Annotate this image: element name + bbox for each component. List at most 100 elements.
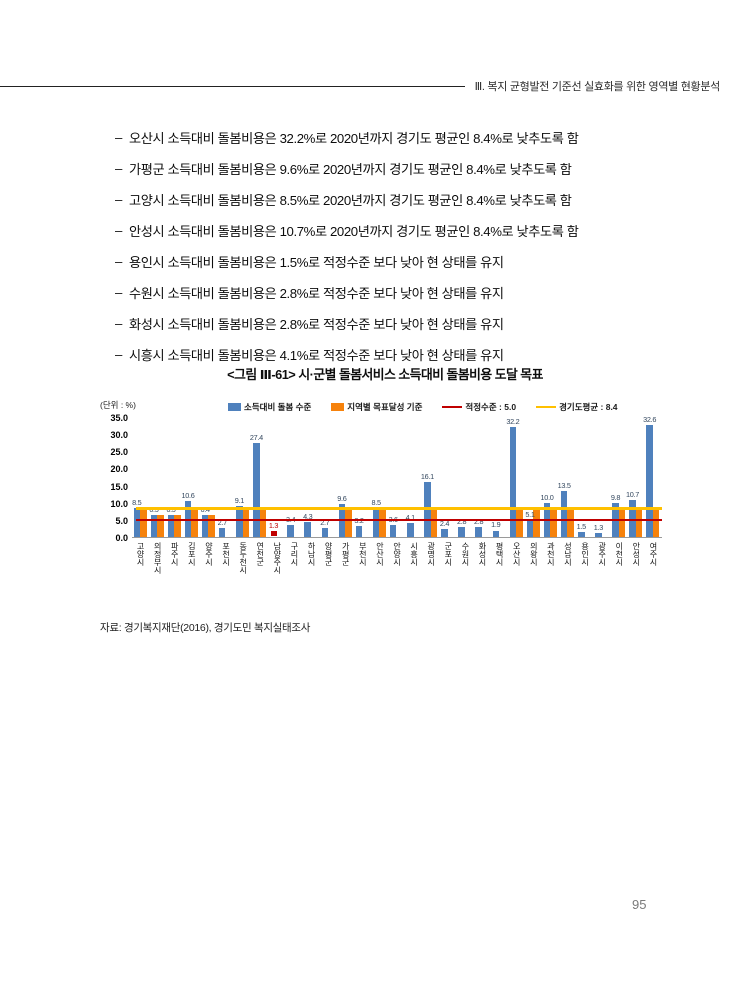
- bullet-item: – 오산시 소득대비 돌봄비용은 32.2%로 2020년까지 경기도 평균인 8…: [115, 122, 663, 153]
- bar-care-level: [526, 519, 534, 537]
- bar-value-label: 4.1: [405, 512, 416, 522]
- chart-unit-label: (단위 : %): [100, 400, 136, 410]
- x-axis-category-label: 오산시: [512, 542, 522, 566]
- y-axis: 0.0 5.0 10.0 15.0 20.0 25.0 30.0 35.0: [100, 413, 132, 543]
- bar-care-level: [253, 443, 260, 537]
- bullet-item: – 화성시 소득대비 돌봄비용은 2.8%로 적정수준 보다 낮아 현 상태를 유…: [115, 308, 663, 339]
- bullet-item: – 수원시 소득대비 돌봄비용은 2.8%로 적정수준 보다 낮아 현 상태를 유…: [115, 277, 663, 308]
- x-axis-category-label: 안산시: [375, 542, 385, 566]
- x-axis-category-label: 평택시: [495, 542, 505, 566]
- bar-value-label: 2.8: [474, 517, 484, 527]
- bar-target: [208, 515, 215, 537]
- x-axis-category-label: 양주시: [204, 542, 214, 566]
- bar-target: [567, 508, 574, 537]
- bullet-item: – 안성시 소득대비 돌봄비용은 10.7%로 2020년까지 경기도 평균인 8…: [115, 215, 663, 246]
- legend-label: 지역별 목표달성 기준: [347, 402, 423, 412]
- y-tick-label: 15.0: [110, 481, 128, 492]
- x-axis-category-label: 동두천시: [238, 542, 248, 574]
- bar-care-level: [578, 531, 585, 537]
- bar-value-label: 9.8: [610, 493, 621, 503]
- bar-care-level: [167, 514, 175, 537]
- reference-line: [136, 507, 662, 510]
- figure-title: <그림 Ⅲ-61> 시·군별 돌봄서비스 소득대비 돌봄비용 도달 목표: [227, 367, 543, 382]
- bullet-item: – 시흥시 소득대비 돌봄비용은 4.1%로 적정수준 보다 낮아 현 상태를 유…: [115, 339, 663, 370]
- bar-target: [618, 508, 626, 537]
- y-tick-label: 25.0: [110, 447, 128, 458]
- bar-care-level: [304, 522, 311, 537]
- legend-item: 소득대비 돌봄 수준: [228, 401, 311, 413]
- x-axis-category-label: 가평군: [341, 542, 351, 566]
- bar-care-level: [629, 500, 636, 537]
- bar-care-level: [595, 532, 602, 537]
- bar-value-label: 2.4: [439, 518, 450, 528]
- bar-chart: (단위 : %) 소득대비 돌봄 수준 지역별 목표달성 기준 적정수준 : 5.0…: [100, 393, 672, 600]
- bullet-dash: –: [115, 161, 122, 176]
- x-axis-category-label: 광주시: [597, 542, 607, 566]
- x-axis-category-label: 고양시: [136, 542, 146, 566]
- bar-care-level: [201, 515, 209, 537]
- y-tick-label: 0.0: [115, 533, 128, 543]
- bar-value-label: 1.9: [491, 520, 501, 530]
- bar-target: [191, 508, 198, 537]
- bar-value-label: 8.5: [132, 497, 142, 507]
- bullet-dash: –: [115, 316, 122, 331]
- legend-swatch: [442, 405, 463, 409]
- bar-care-level: [492, 530, 500, 537]
- legend-swatch: [331, 403, 345, 411]
- bar-target: [242, 508, 250, 537]
- bar-value-label: 10.7: [626, 490, 640, 500]
- x-axis-category-label: 포천시: [221, 542, 231, 566]
- legend-label: 소득대비 돌봄 수준: [244, 402, 312, 412]
- legend-item: 지역별 목표달성 기준: [331, 401, 422, 413]
- page-header: Ⅲ. 복지 균형발전 기준선 실효화를 위한 영역별 현황분석: [0, 78, 720, 94]
- x-axis-category-label: 시흥시: [409, 542, 419, 566]
- bar-care-level: [509, 426, 517, 537]
- bullet-dash: –: [115, 285, 122, 300]
- x-axis-category-label: 부천시: [358, 542, 368, 566]
- bar-value-label: 1.5: [576, 521, 587, 531]
- x-axis-category-label: 수원시: [460, 542, 470, 566]
- bar-care-level: [236, 505, 243, 537]
- y-tick-label: 10.0: [110, 498, 128, 509]
- bar-value-label: 1.3: [268, 521, 279, 530]
- bar-care-level: [355, 526, 363, 537]
- bar-target: [157, 514, 164, 537]
- x-axis-category-label: 의정부시: [153, 542, 163, 574]
- header-title: Ⅲ. 복지 균형발전 기준선 실효화를 위한 영역별 현황분석: [474, 81, 721, 93]
- bullet-dash: –: [115, 130, 122, 145]
- x-axis-category-label: 여주시: [648, 542, 658, 566]
- bar-care-level: [133, 507, 140, 537]
- y-tick-label: 30.0: [110, 430, 128, 441]
- reference-line: [136, 518, 662, 522]
- bullet-text: 가평군 소득대비 돌봄비용은 9.6%로 2020년까지 경기도 평균인 8.4…: [129, 162, 572, 177]
- bar-value-label: 1.3: [593, 522, 604, 532]
- legend-label: 경기도평균 : 8.4: [559, 402, 618, 412]
- page-number: 95: [632, 897, 647, 912]
- bullet-text: 시흥시 소득대비 돌봄비용은 4.1%로 적정수준 보다 낮아 현 상태를 유지: [129, 348, 504, 363]
- bar-care-level: [646, 425, 653, 537]
- bar-value-label: 9.1: [234, 495, 245, 505]
- x-axis-category-label: 김포시: [187, 542, 197, 566]
- x-axis-category-label: 파주시: [170, 542, 180, 566]
- bar-care-level: [441, 528, 448, 537]
- bullet-item: – 고양시 소득대비 돌봄비용은 8.5%로 2020년까지 경기도 평균인 8.…: [115, 184, 663, 215]
- x-axis-category-label: 과천시: [546, 542, 556, 566]
- bar-value-label: 32.6: [643, 415, 657, 425]
- figure-source: 자료: 경기복지재단(2016), 경기도민 복지실태조사: [100, 622, 311, 634]
- bar-target: [652, 508, 660, 537]
- bar-value-label: 13.5: [557, 480, 571, 490]
- x-axis-category-label: 성남시: [563, 542, 573, 566]
- bullet-dash: –: [115, 347, 122, 362]
- plot-area: 8.56.56.510.66.42.79.127.41.33.44.32.79.…: [132, 415, 662, 538]
- header-rule: [0, 86, 465, 87]
- bar-care-level: [372, 507, 380, 537]
- legend-swatch: [536, 405, 557, 409]
- bar-care-level: [321, 527, 329, 537]
- x-axis-category-label: 하남시: [307, 542, 317, 566]
- bar-target: [174, 514, 181, 537]
- x-axis-category-label: 이천시: [614, 542, 624, 566]
- plot-wrap: 0.05.010.015.020.025.030.035.0 8.56.56.5…: [100, 413, 672, 543]
- bar-target: [550, 508, 557, 537]
- bar-target: [430, 508, 438, 537]
- bar-value-label: 2.7: [320, 517, 330, 527]
